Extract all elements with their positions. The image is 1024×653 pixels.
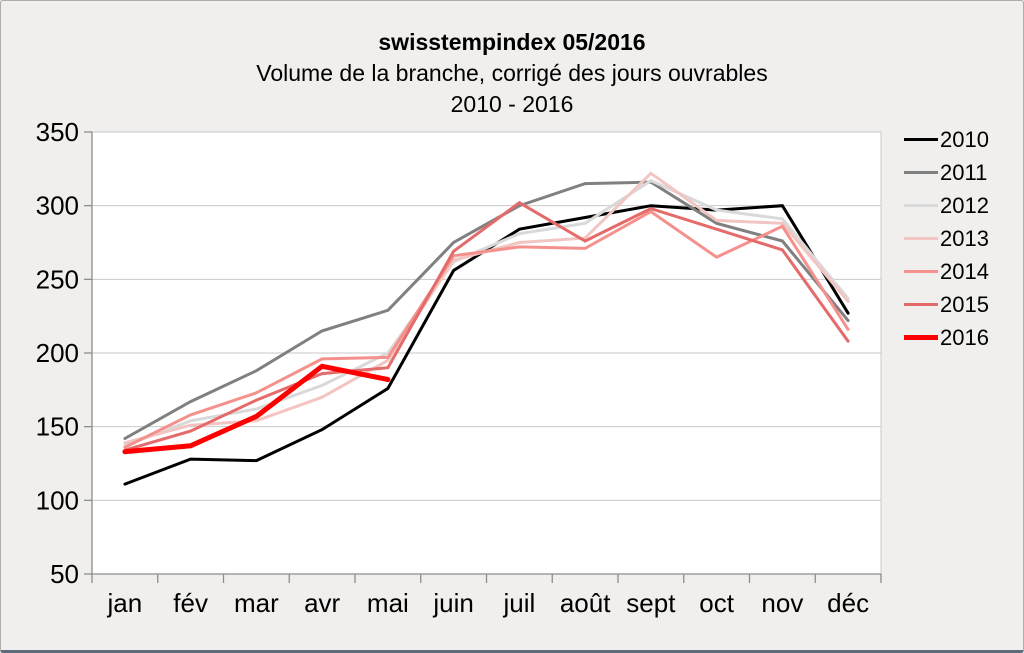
legend-item-2014: 2014 [904,255,1019,288]
y-tick-label-150: 150 [36,412,79,442]
legend-item-2015: 2015 [904,288,1019,321]
legend-swatch-2013 [904,237,938,240]
series-line-2012 [123,178,850,448]
legend-item-2011: 2011 [904,156,1019,189]
legend-item-2013: 2013 [904,222,1019,255]
legend-label-2015: 2015 [940,291,989,317]
chart-title: swisstempindex 05/2016 [378,29,646,55]
legend-swatch-2011 [904,171,938,174]
legend-label-2013: 2013 [940,225,989,251]
y-tick-label-100: 100 [36,485,79,515]
legend-label-2016: 2016 [940,324,989,350]
y-tick-label-350: 350 [36,117,79,147]
x-label-oct: oct [699,588,734,618]
chart-period: 2010 - 2016 [450,91,574,117]
chart-subtitle: Volume de la branche, corrigé des jours … [256,60,768,86]
x-label-nov: nov [761,588,803,618]
legend-swatch-2014 [904,270,938,273]
x-label-fév: fév [173,588,208,618]
y-tick-label-250: 250 [36,264,79,294]
legend-item-2010: 2010 [904,123,1019,156]
x-label-déc: déc [827,588,869,618]
y-tick-label-200: 200 [36,338,79,368]
series-line-2015 [123,200,850,452]
y-tick-label-50: 50 [50,559,79,589]
legend-label-2011: 2011 [940,159,988,185]
legend-label-2014: 2014 [940,258,989,284]
legend-item-2016: 2016 [904,321,1019,354]
legend-label-2010: 2010 [940,126,989,152]
legend: 2010 2011 2012 2013 2014 2015 2016 [904,123,1019,354]
x-label-juil: juil [502,588,535,618]
series-line-2014 [123,209,850,449]
x-label-sept: sept [626,588,676,618]
series-line-2016 [122,363,391,455]
legend-swatch-2015 [904,303,938,306]
x-label-août: août [560,588,611,618]
legend-label-2012: 2012 [940,192,989,218]
x-label-avr: avr [304,588,340,618]
x-label-mar: mar [234,588,279,618]
chart-titles: swisstempindex 05/2016 Volume de la bran… [1,27,1023,120]
legend-swatch-2012 [904,204,938,207]
legend-item-2012: 2012 [904,189,1019,222]
legend-swatch-2010 [904,138,938,141]
x-label-jan: jan [107,588,143,618]
series-line-2011 [123,180,850,440]
legend-swatch-2016 [904,335,938,340]
x-label-mai: mai [367,588,409,618]
x-label-juin: juin [432,588,473,618]
y-tick-label-300: 300 [36,191,79,221]
